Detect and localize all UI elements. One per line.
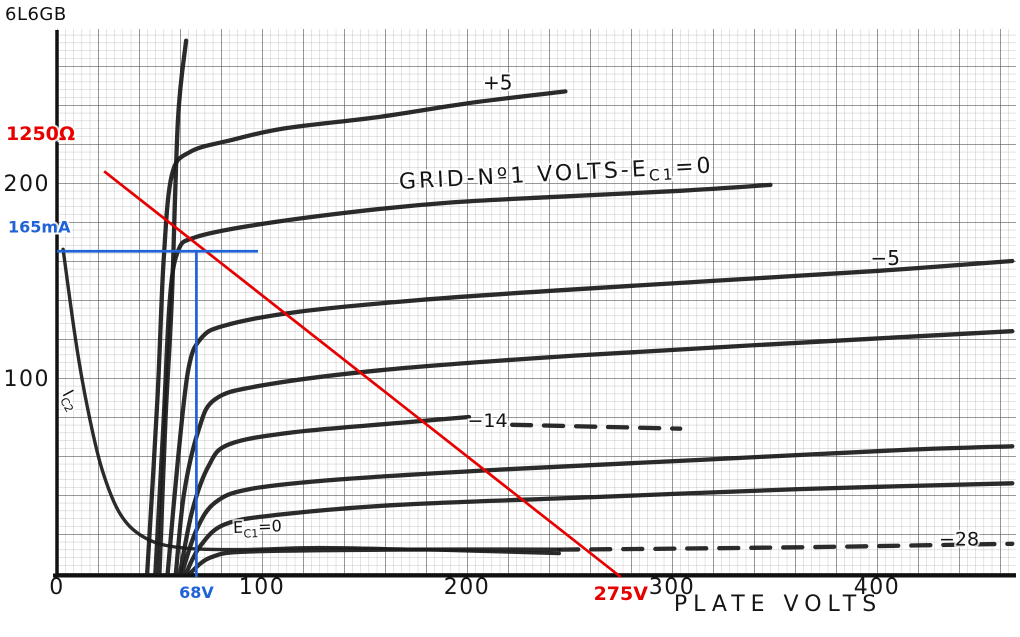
label-minus28: −28 <box>939 529 979 551</box>
x-tick-label: 400 <box>854 575 901 600</box>
curves-layer <box>61 38 1015 576</box>
curve-ec1-minus28-dashed <box>557 541 1015 552</box>
curve-ec1-minus5 <box>165 258 1015 576</box>
curve-ec1-minus14 <box>177 414 472 576</box>
label-minus14: −14 <box>467 410 507 432</box>
curve-ec1-minus20 <box>179 444 1015 576</box>
curve-saturation-line <box>157 38 189 576</box>
x-tick-label: 100 <box>239 575 286 600</box>
y-tick-label: 100 <box>4 367 51 392</box>
load-line <box>103 170 622 579</box>
y-tick-label: 200 <box>4 172 51 197</box>
major-gridlines <box>57 29 1016 575</box>
curve-screen-current-ic2 <box>61 247 561 556</box>
curve-ec1-minus14-dashed <box>509 422 683 431</box>
load-line-resistance-label: 1250Ω <box>6 123 75 145</box>
curve-ec1-plus5 <box>145 89 568 576</box>
load-line-voltage-label: 275V <box>594 583 649 605</box>
x-tick-label: 200 <box>444 575 491 600</box>
x-tick-label: 0 <box>49 575 65 600</box>
x-tick-label: 300 <box>649 575 696 600</box>
label-minus5: −5 <box>870 246 899 270</box>
curve-ec1-minus10 <box>173 329 1015 576</box>
page-title: 6L6GB <box>5 4 67 25</box>
x-axis-title: PLATE VOLTS <box>674 592 882 617</box>
operating-voltage-label: 68V <box>179 583 214 602</box>
label-ec1-0: EC1=0 <box>233 516 282 541</box>
label-plus5: +5 <box>483 70 512 94</box>
operating-current-label: 165mA <box>8 217 71 236</box>
curve-ec1-minus24 <box>183 481 1015 576</box>
